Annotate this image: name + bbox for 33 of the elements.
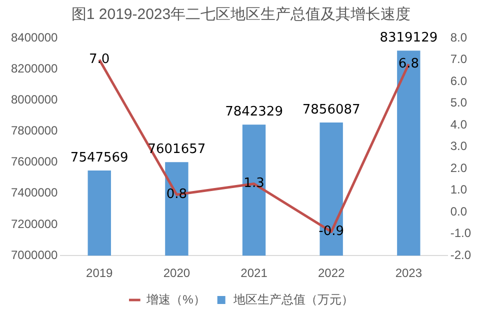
data-label: 7842329: [225, 104, 283, 120]
y2-tick-label: 2.0: [450, 160, 468, 175]
y2-tick-label: 4.0: [450, 117, 468, 132]
y2-tick-label: 6.0: [450, 74, 468, 88]
legend-label: 地区生产总值（万元）: [232, 292, 354, 306]
y-tick-label: 7800000: [11, 124, 58, 138]
data-label: 7547569: [70, 150, 128, 166]
chart-title: 图1 2019-2023年二七区地区生产总值及其增长速度: [71, 6, 411, 24]
x-tick-label: 2022: [318, 266, 346, 280]
y-tick-label: 7000000: [11, 248, 58, 262]
y-tick-label: 8000000: [11, 92, 58, 106]
x-tick-label: 2019: [86, 266, 114, 280]
y2-tick-label: 5.0: [450, 96, 468, 110]
data-label: 7.0: [89, 52, 110, 68]
y2-tick-label: 1.0: [450, 182, 468, 197]
y2-tick-label: -2.0: [450, 248, 472, 262]
x-tick-label: 2021: [240, 266, 268, 280]
x-tick-label: 2023: [395, 266, 422, 280]
x-tick-label: 2020: [163, 266, 190, 280]
y-tick-label: 8200000: [11, 61, 58, 76]
legend-label: 增速（%）: [146, 292, 206, 306]
y-tick-label: 7200000: [11, 216, 58, 231]
y-tick-label: 7600000: [11, 154, 58, 169]
data-label: 7856087: [302, 102, 360, 118]
y2-tick-label: 3.0: [450, 139, 468, 154]
y2-tick-label: -1.0: [450, 226, 472, 240]
y-tick-label: 8400000: [11, 30, 58, 44]
y2-tick-label: 0.0: [450, 204, 468, 218]
data-label: 6.8: [398, 56, 420, 72]
y2-tick-label: 7.0: [450, 52, 468, 66]
data-label: 8319129: [380, 30, 438, 46]
y-tick-label: 7400000: [11, 186, 58, 200]
y2-tick-label: 8.0: [450, 30, 468, 44]
